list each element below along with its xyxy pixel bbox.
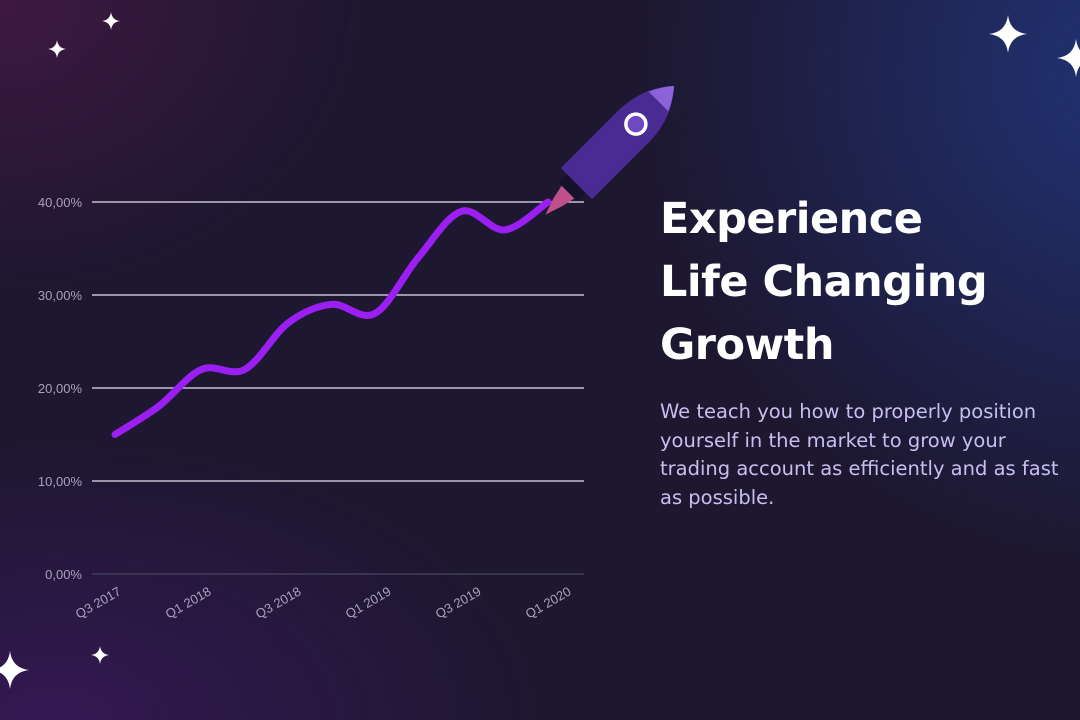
sparkle-icon — [0, 651, 29, 689]
rocket-nose — [648, 85, 675, 112]
headline-line-2: Life Changing — [660, 257, 988, 307]
y-tick-label: 40,00% — [38, 195, 83, 210]
y-tick-label: 0,00% — [45, 567, 82, 582]
rocket-icon — [545, 85, 675, 215]
chart-y-axis: 0,00% 10,00% 20,00% 30,00% 40,00% — [38, 195, 83, 582]
x-tick-label: Q3 2019 — [433, 584, 484, 622]
growth-series-line — [111, 198, 552, 438]
body-text: We teach you how to properly position yo… — [660, 400, 1059, 509]
rocket-nozzle — [558, 174, 586, 202]
y-tick-label: 10,00% — [38, 474, 83, 489]
headline: Experience Life Changing Growth — [660, 188, 1060, 377]
x-tick-label: Q3 2017 — [73, 584, 124, 622]
y-tick-label: 20,00% — [38, 381, 83, 396]
chart-gridlines — [92, 201, 584, 575]
chart-x-axis: Q3 2017 Q1 2018 Q3 2018 Q1 2019 Q3 2019 Q1 20… — [73, 584, 574, 622]
rocket-window — [624, 112, 648, 136]
sparkle-icon — [1057, 39, 1080, 77]
sparkle-icon — [48, 40, 66, 58]
x-tick-label: Q3 2018 — [253, 584, 304, 622]
x-tick-label: Q1 2020 — [523, 584, 574, 622]
y-tick-label: 30,00% — [38, 288, 83, 303]
sparkle-icon — [102, 12, 120, 30]
headline-line-1: Experience — [660, 194, 923, 244]
sparkle-icon — [989, 15, 1027, 53]
sparkle-icon — [91, 646, 109, 664]
x-tick-label: Q1 2019 — [343, 584, 394, 622]
x-tick-label: Q1 2018 — [163, 584, 214, 622]
rocket-flame — [545, 185, 575, 215]
headline-line-3: Growth — [660, 320, 834, 370]
rocket-body — [560, 85, 675, 200]
